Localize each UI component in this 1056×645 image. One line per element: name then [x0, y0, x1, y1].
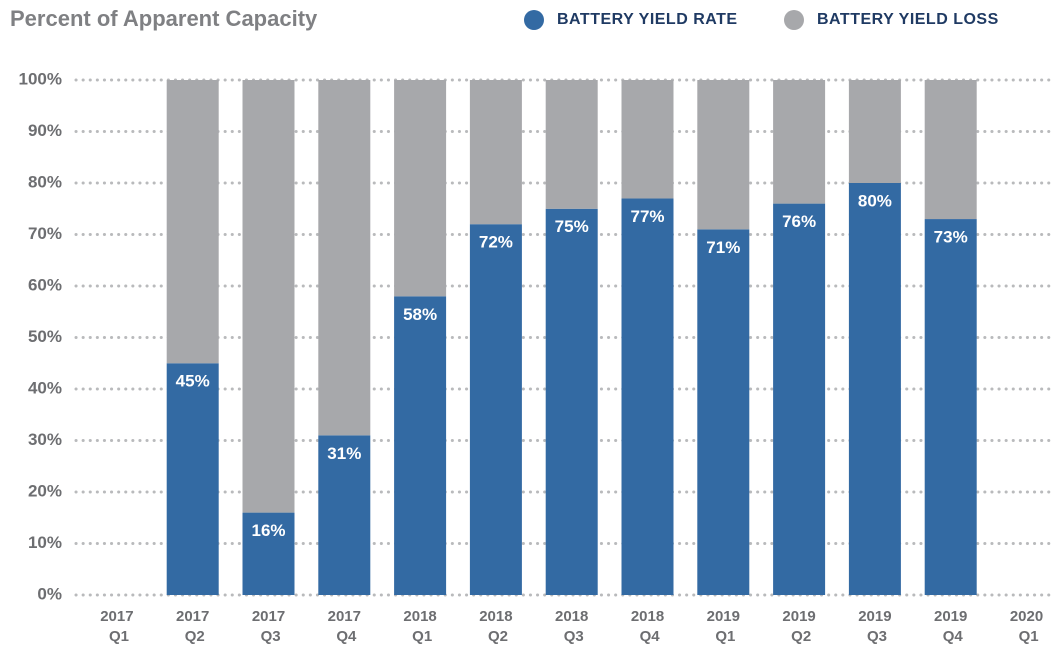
chart-title: Percent of Apparent Capacity: [10, 6, 318, 31]
x-tick-label-line: 2020: [1010, 608, 1043, 625]
x-tick-label-line: 2017: [252, 608, 285, 625]
x-tick-label: 2018 Q2: [479, 608, 512, 645]
bar-segment: [394, 80, 447, 297]
bar-segment: [697, 80, 750, 230]
x-tick-label: 2017 Q2: [176, 608, 209, 645]
data-label: 72%: [479, 233, 513, 252]
x-tick-label-line: 2017: [100, 608, 133, 625]
x-tick-label-line: 2018: [631, 608, 664, 625]
x-tick-label: 2018 Q1: [403, 608, 436, 645]
y-tick-label: 0%: [37, 584, 62, 603]
grid: [74, 78, 1054, 597]
data-label: 77%: [630, 207, 664, 226]
bar-segment: [166, 80, 219, 364]
x-tick-label-line: 2019: [858, 608, 891, 625]
x-tick-label-line: Q1: [408, 628, 432, 645]
data-label: 45%: [176, 372, 210, 391]
y-tick-label: 10%: [28, 533, 62, 552]
data-label: 71%: [706, 238, 740, 257]
x-tick-label-line: Q3: [256, 628, 280, 645]
x-tick-label-line: 2018: [403, 608, 436, 625]
bar-segment: [773, 80, 826, 204]
x-tick-label: 2020 Q1: [1010, 608, 1043, 645]
y-tick-label: 100%: [19, 69, 62, 88]
x-tick-label-line: Q2: [484, 628, 508, 645]
bar-segment: [469, 224, 522, 595]
y-tick-label: 40%: [28, 378, 62, 397]
bar-segment: [621, 198, 674, 595]
bar-segment: [924, 219, 977, 596]
x-tick-label-line: Q4: [635, 628, 660, 645]
x-tick-label-line: Q1: [711, 628, 735, 645]
y-tick-label: 30%: [28, 430, 62, 449]
x-tick-label: 2019 Q2: [782, 608, 815, 645]
x-tick-label-line: 2018: [555, 608, 588, 625]
x-tick-label-line: Q2: [181, 628, 205, 645]
data-label: 80%: [858, 191, 892, 210]
y-tick-label: 60%: [28, 275, 62, 294]
y-tick-label: 50%: [28, 327, 62, 346]
data-label: 73%: [934, 228, 968, 247]
legend-swatch: [524, 10, 544, 30]
x-tick-label-line: Q1: [105, 628, 129, 645]
data-label: 75%: [555, 217, 589, 236]
x-tick-label: 2017 Q4: [328, 608, 361, 645]
bar-segment: [545, 208, 598, 595]
bar-segment: [621, 80, 674, 199]
x-tick-label-line: Q2: [787, 628, 811, 645]
x-tick-label-line: Q1: [1014, 628, 1038, 645]
bar-segment: [697, 229, 750, 595]
legend-label: BATTERY YIELD RATE: [557, 11, 738, 28]
x-tick-label-line: Q4: [939, 628, 964, 645]
x-tick-label-line: Q4: [332, 628, 357, 645]
x-tick-label: 2017 Q1: [100, 608, 133, 645]
x-tick-label-line: 2019: [707, 608, 740, 625]
y-tick-label: 90%: [28, 121, 62, 140]
x-tick-label-line: 2019: [782, 608, 815, 625]
data-label: 58%: [403, 305, 437, 324]
y-tick-label: 70%: [28, 224, 62, 243]
bar-segment: [166, 363, 219, 595]
bar-segment: [318, 80, 371, 436]
bar-segment: [545, 80, 598, 209]
bar-segment: [924, 80, 977, 220]
bar-segment: [242, 80, 295, 513]
x-tick-label: 2018 Q3: [555, 608, 588, 645]
bar-segment: [848, 183, 901, 595]
legend-label: BATTERY YIELD LOSS: [817, 11, 999, 28]
x-tick-label: 2018 Q4: [631, 608, 664, 645]
x-tick-label: 2019 Q3: [858, 608, 891, 645]
data-label: 76%: [782, 212, 816, 231]
x-tick-label-line: 2017: [176, 608, 209, 625]
x-tick-label-line: 2017: [328, 608, 361, 625]
data-label: 16%: [251, 521, 285, 540]
y-tick-label: 80%: [28, 172, 62, 191]
bar-segment: [773, 203, 826, 595]
bar-segment: [242, 512, 295, 595]
bar-segment: [394, 296, 447, 595]
x-tick-label: 2017 Q3: [252, 608, 285, 645]
y-tick-label: 20%: [28, 481, 62, 500]
x-tick-label-line: 2019: [934, 608, 967, 625]
x-tick-label: 2019 Q4: [934, 608, 967, 645]
bars: [166, 80, 977, 596]
bar-segment: [469, 80, 522, 225]
legend-swatch: [784, 10, 804, 30]
labels: 0% 10% 20% 30% 40% 50% 60% 70% 80% 90% 100% BATTERY…: [19, 10, 1043, 645]
x-tick-label-line: Q3: [560, 628, 584, 645]
x-tick-label: 2019 Q1: [707, 608, 740, 645]
bar-segment: [318, 435, 371, 595]
data-label: 31%: [327, 444, 361, 463]
bar-segment: [848, 80, 901, 183]
x-tick-label-line: Q3: [863, 628, 887, 645]
x-tick-label-line: 2018: [479, 608, 512, 625]
